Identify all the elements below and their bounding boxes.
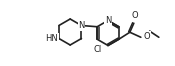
Text: N: N — [105, 16, 111, 25]
Text: Cl: Cl — [93, 45, 101, 54]
Text: O: O — [144, 32, 150, 41]
Text: N: N — [78, 21, 85, 30]
Text: HN: HN — [45, 34, 58, 43]
Text: O: O — [132, 11, 138, 20]
